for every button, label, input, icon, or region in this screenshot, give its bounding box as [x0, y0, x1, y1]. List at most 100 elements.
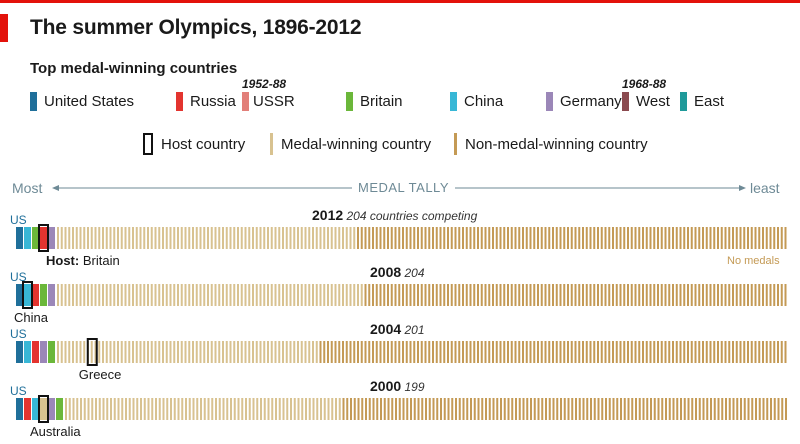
country-bar: [563, 398, 566, 420]
country-bar: [117, 284, 119, 306]
country-bar: [612, 284, 614, 306]
legend-china: China: [450, 92, 503, 111]
country-bar: [173, 341, 176, 363]
country-bar: [113, 398, 116, 420]
country-bar: [634, 284, 637, 306]
country-bar: [724, 341, 727, 363]
country-bar: [353, 398, 356, 420]
country-bar: [263, 341, 266, 363]
country-bar: [293, 341, 296, 363]
country-bar: [203, 341, 206, 363]
country-bar: [233, 341, 236, 363]
host-label: Greece: [79, 367, 122, 382]
country-bar: [353, 227, 356, 249]
country-bar: [225, 284, 228, 306]
country-bar: [780, 341, 783, 363]
country-bar: [454, 341, 457, 363]
country-bar: [207, 341, 209, 363]
country-bar: [548, 284, 551, 306]
country-bar: [702, 398, 705, 420]
country-bar: [218, 284, 221, 306]
country-bar: [282, 227, 284, 249]
country-bar: [563, 227, 566, 249]
country-bar: [409, 341, 412, 363]
country-bar: [188, 227, 191, 249]
country-bar: [575, 398, 577, 420]
country-bar: [162, 227, 164, 249]
country-bar: [484, 227, 487, 249]
country-bar: [694, 227, 697, 249]
country-bar: [338, 398, 341, 420]
country-bar: [537, 398, 540, 420]
country-bar: [16, 398, 23, 420]
country-bar: [582, 284, 584, 306]
country-bar: [777, 341, 779, 363]
country-bar: [335, 398, 337, 420]
country-bar: [79, 227, 82, 249]
country-bar: [353, 284, 356, 306]
legend-nonmedal: Non-medal-winning country: [454, 133, 648, 155]
country-bar: [214, 341, 217, 363]
country-bar: [323, 398, 326, 420]
country-bar: [630, 341, 633, 363]
country-bar: [619, 284, 622, 306]
country-bar: [297, 284, 299, 306]
country-bar: [203, 227, 206, 249]
country-bar: [518, 398, 521, 420]
country-bar: [420, 227, 423, 249]
country-bar: [323, 227, 326, 249]
country-bar: [743, 284, 746, 306]
country-bar: [462, 398, 465, 420]
country-bar: [139, 341, 142, 363]
host-name: China: [14, 310, 48, 325]
country-bar: [87, 227, 89, 249]
country-bar: [698, 227, 701, 249]
country-bar: [207, 227, 209, 249]
country-bar: [252, 284, 254, 306]
country-bar: [765, 227, 768, 249]
country-bar: [567, 227, 569, 249]
country-bar: [158, 227, 161, 249]
country-bar: [406, 398, 409, 420]
country-bar: [649, 227, 652, 249]
country-bar: [698, 398, 701, 420]
country-bar: [102, 398, 105, 420]
country-bar: [668, 227, 671, 249]
legend-label: USSR: [253, 93, 295, 110]
country-bar: [679, 227, 682, 249]
country-bar: [650, 398, 652, 420]
country-bar: [360, 284, 363, 306]
country-bar: [522, 284, 524, 306]
country-bar: [312, 227, 314, 249]
legend-label: West: [636, 93, 670, 110]
country-bar: [278, 284, 281, 306]
country-bar: [132, 398, 135, 420]
country-bar: [615, 341, 618, 363]
country-bar: [537, 341, 539, 363]
country-bar: [338, 227, 341, 249]
country-bar: [109, 284, 112, 306]
country-bar: [214, 227, 217, 249]
country-bar: [124, 227, 127, 249]
country-bar: [196, 398, 199, 420]
country-bar: [495, 341, 498, 363]
country-bar: [480, 227, 483, 249]
country-bar: [256, 398, 259, 420]
country-bar: [533, 284, 536, 306]
country-bar: [503, 341, 506, 363]
country-bar: [56, 398, 63, 420]
legend-germany: Germany: [546, 92, 622, 111]
country-bar: [559, 284, 562, 306]
country-bar: [657, 284, 659, 306]
country-bar: [308, 398, 311, 420]
country-bar: [349, 341, 352, 363]
country-bar: [499, 284, 502, 306]
country-bar: [218, 227, 221, 249]
country-bar: [743, 398, 746, 420]
host-prefix: Host:: [46, 253, 83, 268]
country-bar: [106, 398, 109, 420]
country-bar: [117, 398, 120, 420]
country-bar: [627, 398, 630, 420]
country-bar: [286, 398, 289, 420]
country-bar: [255, 341, 258, 363]
